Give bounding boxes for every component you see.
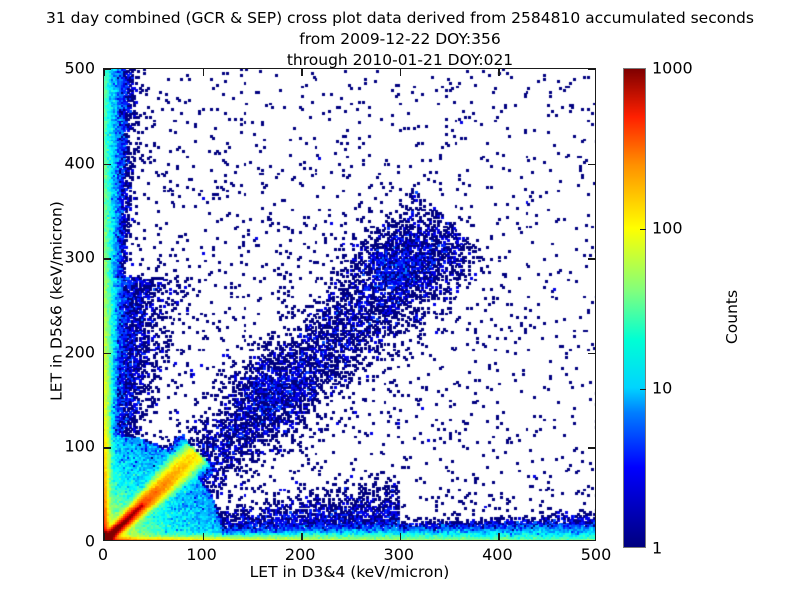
y-tick-mark-right bbox=[588, 352, 595, 355]
x-tick-mark-top bbox=[104, 69, 106, 76]
title-line-1: 31 day combined (GCR & SEP) cross plot d… bbox=[46, 9, 754, 27]
y-tick-label: 400 bbox=[64, 153, 95, 173]
colorbar-tick-label: 10 bbox=[652, 378, 673, 398]
x-axis-label: LET in D3&4 (keV/micron) bbox=[249, 563, 450, 581]
x-tick-mark-top bbox=[399, 69, 402, 76]
x-tick-mark-top bbox=[498, 69, 500, 76]
x-tick-mark bbox=[399, 533, 402, 540]
x-tick-label: 200 bbox=[284, 545, 316, 564]
scatter-density-plot bbox=[104, 69, 595, 540]
colorbar-gradient bbox=[624, 69, 645, 547]
y-tick-mark bbox=[104, 69, 111, 71]
x-tick-label: 100 bbox=[186, 545, 217, 564]
x-tick-label: 300 bbox=[383, 545, 415, 564]
plot-title: 31 day combined (GCR & SEP) cross plot d… bbox=[0, 8, 800, 71]
x-tick-label: 500 bbox=[580, 545, 612, 564]
colorbar-label: Counts bbox=[723, 289, 741, 345]
x-tick-label: 400 bbox=[482, 545, 513, 564]
y-tick-label: 200 bbox=[64, 342, 95, 362]
x-tick-mark bbox=[104, 533, 106, 540]
y-tick-mark-right bbox=[588, 447, 595, 449]
x-tick-mark bbox=[202, 533, 204, 540]
x-tick-mark bbox=[498, 533, 500, 540]
colorbar-tick-label: 100 bbox=[652, 218, 683, 238]
y-axis-label: LET in D5&6 (keV/micron) bbox=[47, 201, 66, 401]
y-tick-mark bbox=[104, 447, 111, 449]
y-tick-mark-right bbox=[588, 163, 595, 165]
title-line-3: through 2010-01-21 DOY:021 bbox=[286, 51, 514, 69]
title-line-2: from 2009-12-22 DOY:356 bbox=[299, 30, 501, 48]
y-tick-mark-right bbox=[588, 258, 595, 260]
plot-axes bbox=[103, 68, 596, 541]
colorbar bbox=[623, 68, 646, 548]
x-tick-mark bbox=[301, 533, 303, 540]
y-tick-mark bbox=[104, 258, 111, 260]
y-tick-mark-right bbox=[588, 69, 595, 71]
y-tick-label: 0 bbox=[84, 531, 95, 551]
y-tick-label: 500 bbox=[64, 58, 95, 78]
x-tick-label: 0 bbox=[97, 545, 109, 564]
x-tick-mark-top bbox=[301, 69, 303, 76]
colorbar-tick-mark bbox=[640, 229, 646, 231]
y-tick-mark bbox=[104, 163, 111, 165]
y-tick-label: 100 bbox=[64, 436, 95, 456]
colorbar-tick-mark bbox=[640, 389, 646, 391]
y-tick-mark bbox=[104, 352, 111, 355]
colorbar-tick-label: 1 bbox=[652, 538, 663, 558]
y-tick-label: 300 bbox=[64, 247, 95, 267]
colorbar-tick-label: 1000 bbox=[652, 58, 693, 78]
x-tick-mark-top bbox=[202, 69, 204, 76]
